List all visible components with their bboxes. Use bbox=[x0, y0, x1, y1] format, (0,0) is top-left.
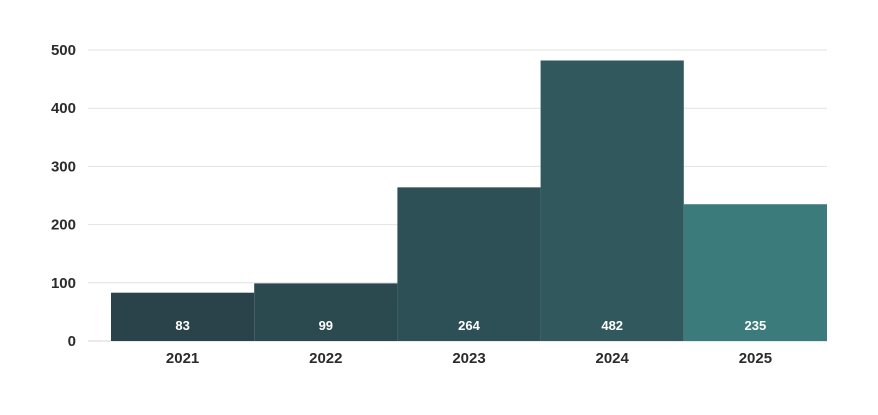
x-tick-label: 2023 bbox=[452, 350, 485, 367]
x-tick-label: 2021 bbox=[166, 350, 199, 367]
y-tick-label: 400 bbox=[51, 100, 76, 117]
bar-2022 bbox=[254, 283, 398, 341]
bar-value-label: 482 bbox=[601, 318, 623, 333]
label-layer: 0 100 200 300 400 500 83 2021 99 2022 264 2023 482 20… bbox=[51, 42, 772, 367]
bar-layer bbox=[111, 60, 827, 341]
y-tick-label: 0 bbox=[68, 333, 76, 350]
x-tick-label: 2024 bbox=[596, 350, 630, 367]
bar-2021 bbox=[111, 292, 255, 341]
bar-value-label: 235 bbox=[745, 318, 767, 333]
x-tick-label: 2025 bbox=[739, 350, 772, 367]
y-tick-label: 300 bbox=[51, 158, 76, 175]
x-tick-label: 2022 bbox=[309, 350, 342, 367]
bar-value-label: 264 bbox=[458, 318, 480, 333]
bar-2023 bbox=[397, 187, 541, 341]
bar-2024 bbox=[540, 60, 684, 341]
y-tick-label: 500 bbox=[51, 42, 76, 59]
bar-value-label: 99 bbox=[319, 318, 333, 333]
y-tick-label: 200 bbox=[51, 217, 76, 234]
y-tick-label: 100 bbox=[51, 275, 76, 292]
bar-2025 bbox=[683, 204, 827, 341]
bar-value-label: 83 bbox=[175, 318, 189, 333]
